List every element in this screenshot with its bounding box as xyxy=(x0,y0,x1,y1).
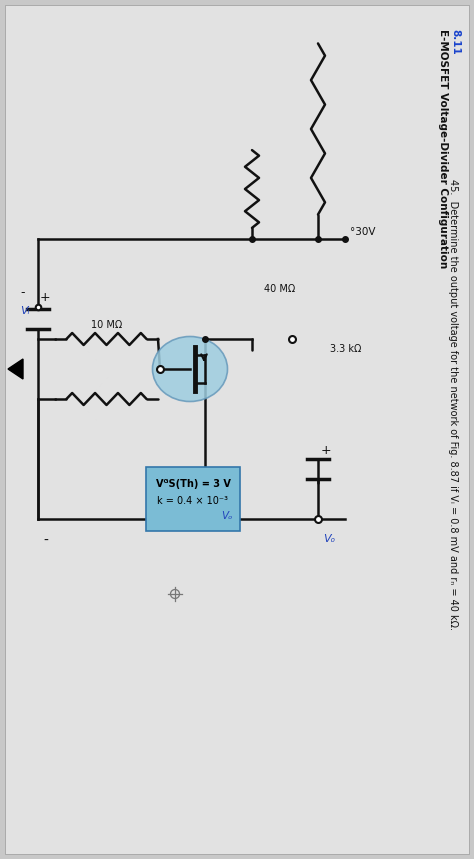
Text: -: - xyxy=(20,286,25,299)
FancyBboxPatch shape xyxy=(5,5,469,854)
Polygon shape xyxy=(8,359,23,379)
Text: k = 0.4 × 10⁻³: k = 0.4 × 10⁻³ xyxy=(157,496,228,506)
Text: 40 MΩ: 40 MΩ xyxy=(264,284,295,294)
Text: -: - xyxy=(43,534,48,548)
Text: +: + xyxy=(321,444,332,457)
Text: Vₒ: Vₒ xyxy=(323,534,335,544)
Text: °30V: °30V xyxy=(350,227,375,237)
FancyBboxPatch shape xyxy=(146,467,240,531)
Text: 45.  Determine the output voltage for the network of Fig. 8.87 if Vᵢ = 0.8 mV an: 45. Determine the output voltage for the… xyxy=(448,179,458,630)
Text: Vₒ: Vₒ xyxy=(222,511,233,521)
Text: VᴳS(Th) = 3 V: VᴳS(Th) = 3 V xyxy=(155,479,230,489)
Ellipse shape xyxy=(153,337,228,401)
Text: 8.11: 8.11 xyxy=(450,29,460,55)
Text: 10 MΩ: 10 MΩ xyxy=(91,320,122,330)
Text: +: + xyxy=(40,291,51,304)
Text: E-MOSFET Voltage-Divider Configuration: E-MOSFET Voltage-Divider Configuration xyxy=(438,29,448,268)
Text: Vᵢ: Vᵢ xyxy=(20,306,29,316)
Text: 3.3 kΩ: 3.3 kΩ xyxy=(330,344,361,354)
